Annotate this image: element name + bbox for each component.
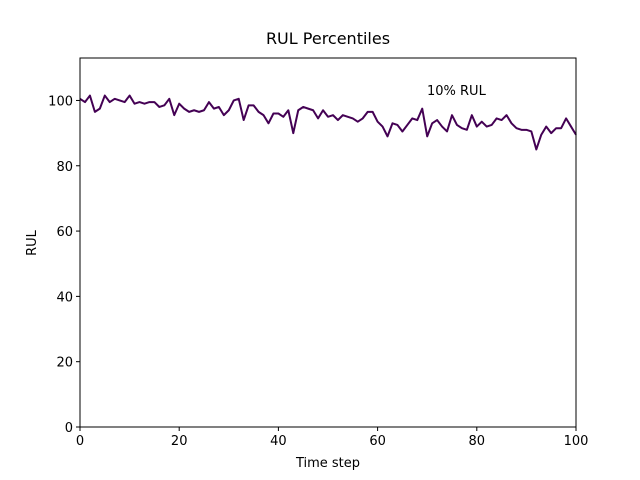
y-tick-label: 0 <box>65 421 73 436</box>
y-tick-label: 20 <box>56 356 73 371</box>
x-tick-label: 60 <box>369 434 386 449</box>
x-tick-label: 40 <box>270 434 287 449</box>
y-tick-label: 100 <box>48 94 73 109</box>
x-tick-label: 80 <box>469 434 486 449</box>
annotation: 10% RUL <box>427 84 487 99</box>
y-tick-label: 80 <box>56 160 73 175</box>
x-axis-label: Time step <box>295 456 360 471</box>
y-tick-label: 60 <box>56 225 73 240</box>
x-tick-label: 20 <box>171 434 188 449</box>
data-line <box>79 94 577 151</box>
chart-title: RUL Percentiles <box>266 29 390 48</box>
y-tick-label: 40 <box>56 290 73 305</box>
y-axis-label: RUL <box>25 229 40 256</box>
x-tick-label: 100 <box>564 434 589 449</box>
plot-frame <box>79 57 577 428</box>
x-tick-label: 0 <box>76 434 84 449</box>
